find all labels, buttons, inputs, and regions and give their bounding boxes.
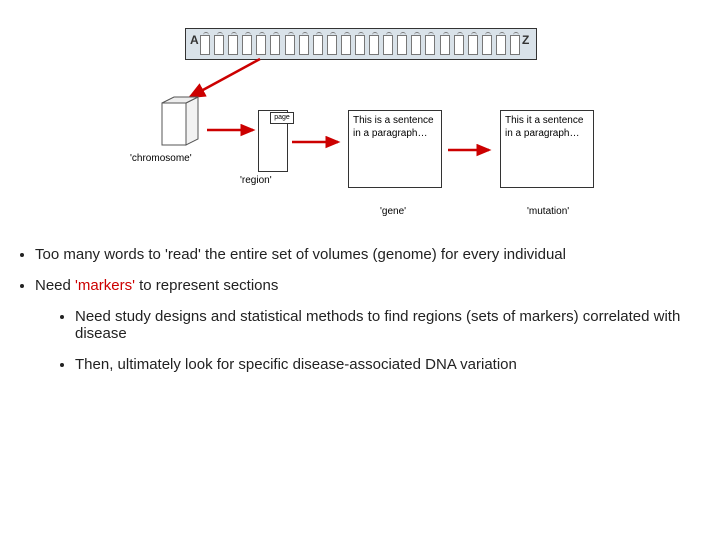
shelf-book [440,35,450,55]
bullet-1: Too many words to 'read' the entire set … [35,246,700,263]
chromosome-book [160,95,202,149]
shelf-book [256,35,266,55]
shelf-book [313,35,323,55]
shelf-book [299,35,309,55]
mutation-box: This it a sentence in a paragraph… [500,110,594,188]
shelf-book [285,35,295,55]
shelf-book [369,35,379,55]
shelf-book [200,35,210,55]
arrow-to-mutation [446,140,496,160]
arrow-to-gene [290,132,345,152]
gene-label: 'gene' [380,206,406,217]
shelf-book [228,35,238,55]
shelf-book [482,35,492,55]
markers-word: 'markers' [75,277,135,294]
bullet-4: Then, ultimately look for specific disea… [75,356,700,373]
shelf-book [327,35,337,55]
shelf-book [214,35,224,55]
mutation-label: 'mutation' [527,206,569,217]
mutation-text: This it a sentence in a paragraph… [505,115,583,139]
shelf-label-a: A [190,33,199,47]
shelf-label-z: Z [522,33,529,47]
shelf-book [341,35,351,55]
shelf-book [270,35,280,55]
shelf-book [510,35,520,55]
gene-text: This is a sentence in a paragraph… [353,115,434,139]
shelf-book [454,35,464,55]
shelf-book [242,35,252,55]
bullet-2: Need 'markers' to represent sections Nee… [35,277,700,373]
shelf-book [496,35,506,55]
shelf-book [468,35,478,55]
shelf-book [383,35,393,55]
bullet-text: Too many words to 'read' the entire set … [0,240,720,373]
analogy-diagram: A Z 'chromosome' page 'region' This is a… [0,0,720,240]
arrow-to-page [205,120,260,140]
gene-box: This is a sentence in a paragraph… [348,110,442,188]
chromosome-label: 'chromosome' [130,153,192,164]
shelf-book [411,35,421,55]
bullet-3: Need study designs and statistical metho… [75,308,700,342]
region-label: 'region' [240,175,272,186]
shelf-book [425,35,435,55]
shelf-book [355,35,365,55]
page-tab: page [270,112,294,124]
shelf-book [397,35,407,55]
